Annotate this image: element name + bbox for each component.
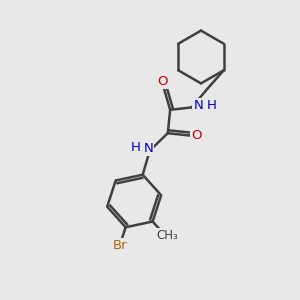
Text: Br: Br	[112, 239, 127, 252]
Text: H: H	[206, 99, 216, 112]
Text: O: O	[158, 75, 168, 88]
Text: O: O	[191, 129, 202, 142]
Text: CH₃: CH₃	[156, 229, 178, 242]
Text: H: H	[130, 140, 140, 154]
Text: N: N	[143, 142, 153, 155]
Text: N: N	[194, 99, 203, 112]
